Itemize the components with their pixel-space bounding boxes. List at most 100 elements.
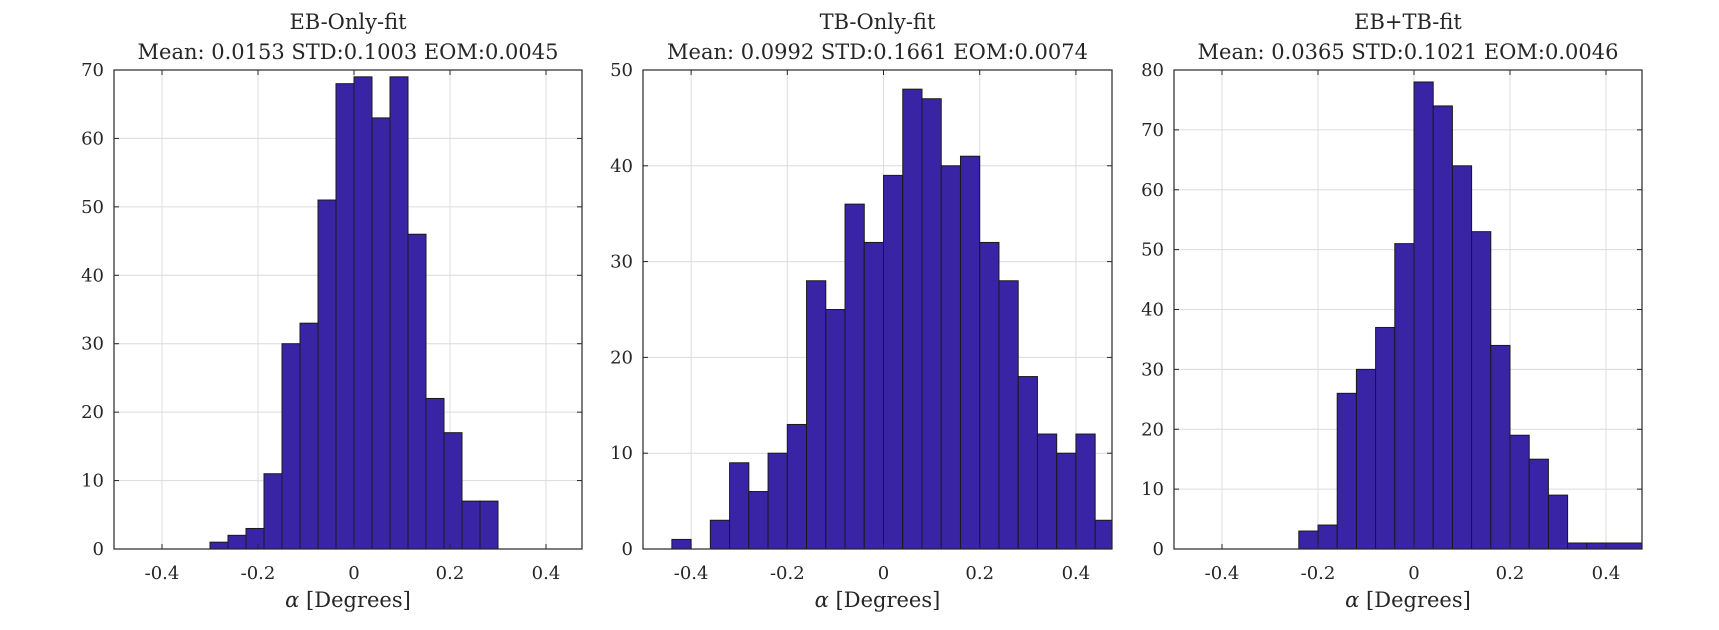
histogram-bar — [1017, 376, 1038, 550]
histogram-bar — [1375, 326, 1396, 550]
histogram-bar — [940, 165, 961, 550]
histogram-bar — [371, 117, 391, 550]
histogram-bar — [959, 155, 981, 550]
histogram-bar — [227, 534, 247, 550]
histogram-bar — [1413, 81, 1434, 550]
x-tick-label: 0 — [878, 563, 889, 584]
x-axis-unit: [Degrees] — [1366, 588, 1471, 612]
y-tick-label: 10 — [610, 443, 633, 464]
x-tick-label: -0.2 — [1301, 563, 1336, 584]
x-tick-label: 0.4 — [1062, 563, 1091, 584]
histogram-bar — [1586, 542, 1643, 550]
histogram-bar — [1509, 434, 1530, 550]
x-tick-label: -0.4 — [674, 563, 709, 584]
histogram-bar — [299, 322, 319, 550]
y-tick-label: 0 — [1153, 539, 1164, 560]
y-tick-label: 50 — [81, 197, 104, 218]
histogram-bar — [1432, 105, 1453, 550]
histogram-bar — [1528, 458, 1549, 550]
chart-title: EB+TB-fit — [1354, 10, 1462, 34]
histogram-bar — [671, 538, 692, 550]
x-axis-symbol: α — [1345, 588, 1359, 612]
histogram-bar — [729, 462, 750, 550]
y-tick-label: 60 — [1141, 180, 1164, 201]
x-axis-unit: [Degrees] — [306, 588, 411, 612]
histogram-bar — [767, 452, 788, 550]
histogram-bar — [921, 98, 942, 550]
y-tick-label: 50 — [1141, 240, 1164, 261]
histogram-bar — [1094, 519, 1113, 550]
histogram-bar — [1056, 452, 1077, 550]
histogram-bar — [1355, 368, 1377, 550]
x-tick-label: -0.2 — [241, 563, 276, 584]
axes-frame — [113, 69, 583, 550]
x-axis-label: α [Degrees] — [285, 588, 411, 612]
histogram-bar — [263, 473, 283, 550]
y-tick-label: 40 — [610, 156, 633, 177]
y-tick-label: 40 — [1141, 300, 1164, 321]
histogram-bar — [1336, 392, 1357, 550]
histogram-bar — [806, 280, 827, 550]
axes-frame — [642, 69, 1113, 550]
histogram-bar — [998, 280, 1019, 550]
y-tick-label: 30 — [610, 252, 633, 273]
y-tick-label: 0 — [622, 539, 633, 560]
histogram-bar — [479, 500, 499, 550]
histogram-bar — [1451, 165, 1473, 550]
y-tick-label: 30 — [81, 334, 104, 355]
histogram-bar — [825, 309, 846, 550]
x-tick-label: 0.2 — [965, 563, 994, 584]
histogram-panel-1: -0.4 -0.2 0 0.2 0.4 0 10 20 30 40 50 60 70 EB-Only-fi… — [81, 10, 583, 612]
histogram-bar — [1075, 433, 1096, 550]
histogram-bar — [709, 519, 731, 550]
x-tick-label: 0.2 — [436, 563, 465, 584]
y-tick-label: 50 — [610, 60, 633, 81]
histogram-bar — [883, 174, 904, 550]
histogram-bar — [443, 432, 463, 550]
x-tick-label: 0 — [348, 563, 359, 584]
y-tick-label: 20 — [1141, 419, 1164, 440]
x-axis-symbol: α — [815, 588, 829, 612]
y-tick-label: 30 — [1141, 359, 1164, 380]
y-tick-label: 0 — [93, 539, 104, 560]
x-tick-label: -0.2 — [770, 563, 805, 584]
chart-title: TB-Only-fit — [820, 10, 936, 34]
chart-subtitle: Mean: 0.0153 STD:0.1003 EOM:0.0045 — [138, 40, 559, 64]
chart-subtitle: Mean: 0.0365 STD:0.1021 EOM:0.0046 — [1198, 40, 1619, 64]
histogram-bar — [1471, 231, 1492, 550]
y-tick-label: 10 — [81, 471, 104, 492]
x-tick-label: 0.4 — [1592, 563, 1621, 584]
histogram-bar — [1490, 344, 1511, 550]
histogram-bar — [407, 233, 427, 550]
histogram-bar — [209, 541, 229, 550]
histogram-bar — [317, 199, 337, 550]
chart-subtitle: Mean: 0.0992 STD:0.1661 EOM:0.0074 — [667, 40, 1088, 64]
histogram-bar — [245, 527, 265, 550]
x-tick-label: -0.4 — [145, 563, 180, 584]
histogram-panel-2: -0.4 -0.2 0 0.2 0.4 0 10 20 30 40 50 TB-Only-fit Mea… — [610, 10, 1113, 612]
x-axis-symbol: α — [285, 588, 299, 612]
histogram-bar — [335, 83, 355, 550]
x-tick-label: 0 — [1408, 563, 1419, 584]
chart-title: EB-Only-fit — [289, 10, 407, 34]
y-tick-label: 70 — [1141, 120, 1164, 141]
histogram-bar — [461, 500, 481, 550]
histogram-bar — [353, 76, 373, 550]
histogram-bar — [1298, 530, 1319, 550]
y-tick-label: 70 — [81, 60, 104, 81]
histogram-bar — [1317, 524, 1338, 550]
histogram-bar — [425, 397, 445, 550]
x-tick-label: 0.4 — [532, 563, 561, 584]
histogram-bar — [1567, 542, 1588, 550]
y-tick-label: 20 — [610, 347, 633, 368]
histogram-bar — [863, 241, 885, 550]
histogram-bar — [844, 203, 865, 550]
histogram-bar — [979, 241, 1000, 550]
y-tick-label: 80 — [1141, 60, 1164, 81]
histogram-bar — [1394, 243, 1415, 550]
y-tick-label: 10 — [1141, 479, 1164, 500]
histogram-panel-3: -0.4 -0.2 0 0.2 0.4 0 10 20 30 40 50 60 70 80 EB+TB-fi… — [1141, 10, 1643, 612]
histogram-bar — [786, 423, 808, 550]
